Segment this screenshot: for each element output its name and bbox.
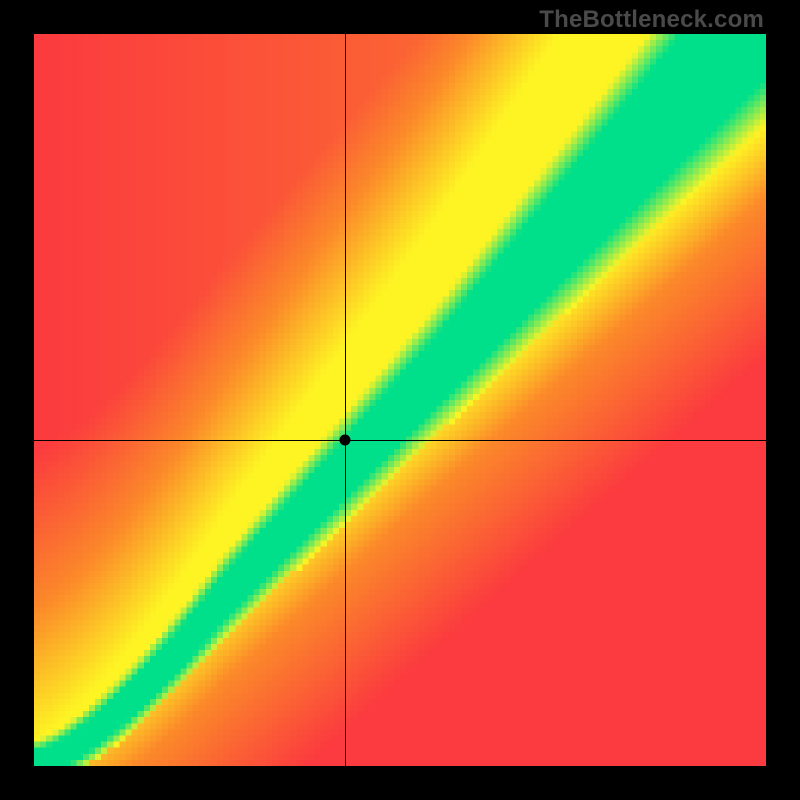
crosshair-vertical — [345, 34, 346, 766]
crosshair-horizontal — [34, 440, 766, 441]
watermark-text: TheBottleneck.com — [539, 6, 764, 34]
chart-container: TheBottleneck.com — [0, 0, 800, 800]
bottleneck-heatmap — [34, 34, 766, 766]
marker-dot — [340, 435, 351, 446]
